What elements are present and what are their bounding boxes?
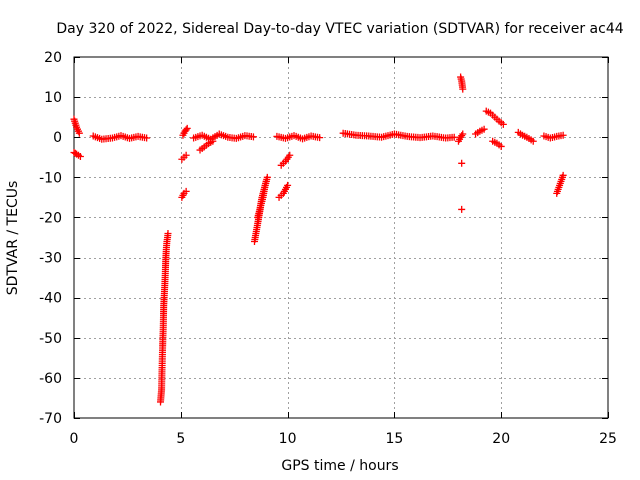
data-point — [459, 85, 467, 93]
y-tick-label: -40 — [39, 291, 62, 307]
data-point — [76, 152, 84, 160]
x-tick-label: 25 — [599, 431, 617, 447]
y-tick-labels: 20 10 0 -10 -20 -30 -40 -50 -60 -70 — [39, 50, 62, 427]
data-point — [143, 134, 151, 142]
x-tick-label: 20 — [492, 431, 510, 447]
data-point — [182, 187, 190, 195]
data-point — [249, 133, 257, 141]
data-point — [458, 205, 466, 213]
data-point — [262, 177, 270, 185]
y-tick-label: -10 — [39, 170, 62, 186]
y-tick-label: -50 — [39, 331, 62, 347]
data-point — [499, 120, 507, 128]
data-points — [70, 73, 567, 406]
grid-lines — [74, 57, 608, 418]
x-tick-label: 0 — [70, 431, 79, 447]
y-tick-label: 10 — [44, 90, 62, 106]
x-tick-label: 15 — [385, 431, 403, 447]
data-point — [450, 133, 458, 141]
data-point — [75, 129, 83, 137]
y-tick-label: 20 — [44, 50, 62, 66]
data-point — [480, 125, 488, 133]
y-axis-label: SDTVAR / TECUs — [5, 181, 21, 296]
data-point — [284, 181, 292, 189]
data-point — [459, 130, 467, 138]
x-tick-labels: 0 5 10 15 20 25 — [70, 431, 617, 447]
data-point — [183, 124, 191, 132]
data-point — [559, 131, 567, 139]
data-point — [182, 126, 190, 134]
y-tick-label: 0 — [53, 130, 62, 146]
data-point — [263, 173, 271, 181]
data-point — [458, 132, 466, 140]
data-point — [316, 134, 324, 142]
x-tick-label: 10 — [279, 431, 297, 447]
plot-frame — [73, 56, 609, 419]
data-point — [182, 151, 190, 159]
y-tick-label: -70 — [39, 411, 62, 427]
y-tick-label: -20 — [39, 210, 62, 226]
y-tick-label: -60 — [39, 371, 62, 387]
data-point — [286, 151, 294, 159]
chart-title: Day 320 of 2022, Sidereal Day-to-day VTE… — [56, 21, 623, 37]
data-point — [209, 137, 217, 145]
data-point — [529, 137, 537, 145]
data-point — [559, 171, 567, 179]
y-tick-label: -30 — [39, 251, 62, 267]
data-point — [458, 159, 466, 167]
data-point — [497, 142, 505, 150]
x-axis-label: GPS time / hours — [281, 458, 398, 474]
x-tick-label: 5 — [176, 431, 185, 447]
data-point — [164, 229, 172, 237]
